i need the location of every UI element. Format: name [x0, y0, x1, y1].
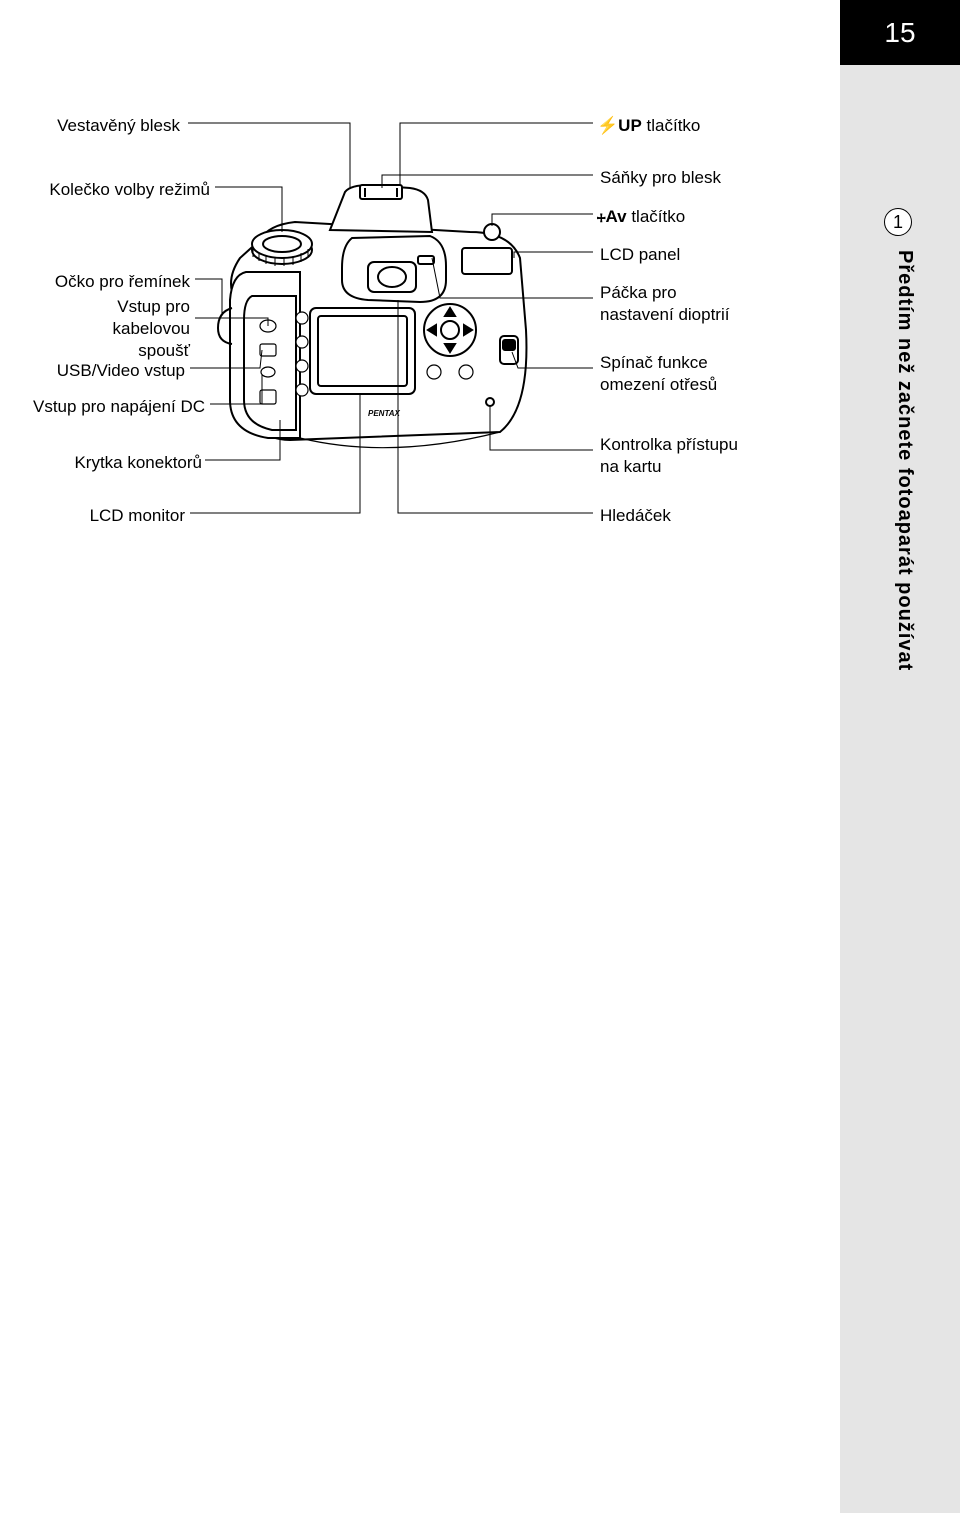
- camera-brand-text: PENTAX: [368, 409, 401, 418]
- camera-illustration: PENTAX: [0, 0, 960, 600]
- page: 15 1 Předtím než začnete fotoaparát použ…: [0, 0, 960, 1513]
